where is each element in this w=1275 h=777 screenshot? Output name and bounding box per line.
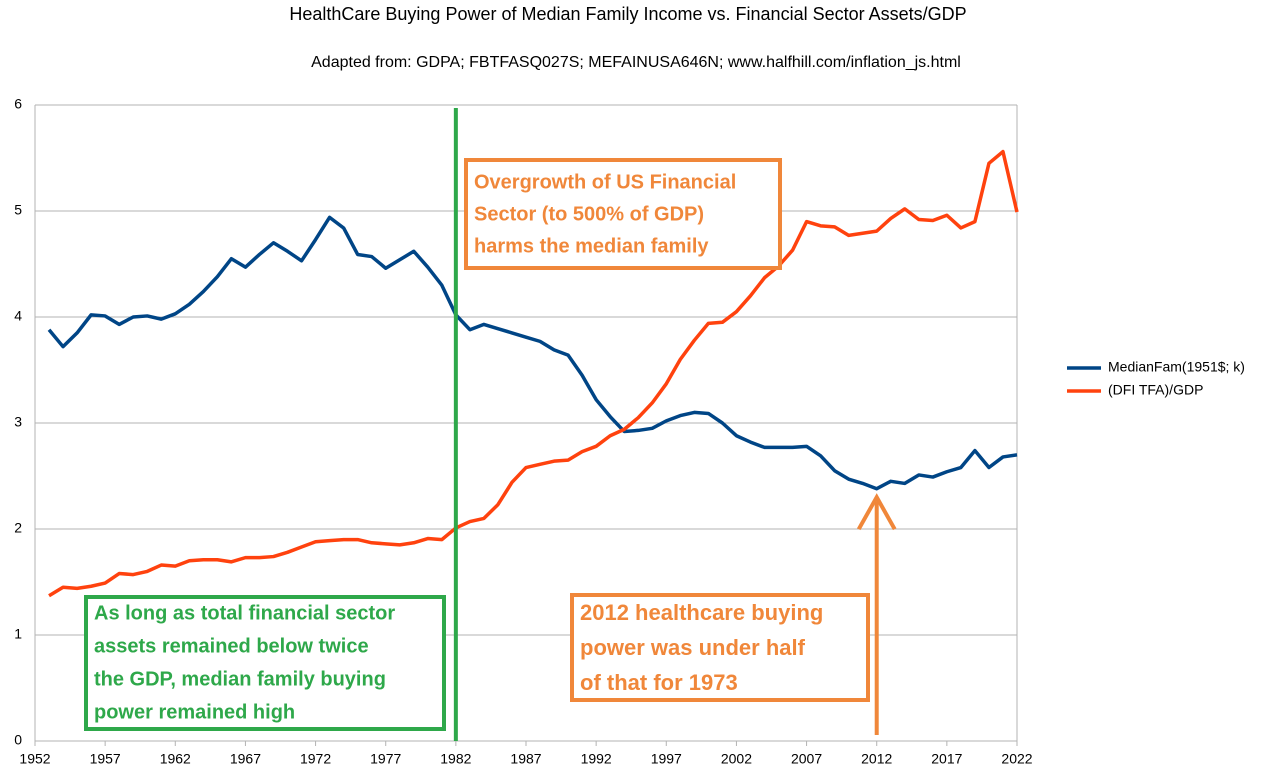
annotation-text: power remained high xyxy=(94,701,295,723)
y-tick-label: 6 xyxy=(14,96,22,112)
annotation-box xyxy=(84,595,446,731)
x-tick-label: 2017 xyxy=(931,751,962,767)
annotation-text: of that for 1973 xyxy=(580,670,738,695)
y-tick-label: 3 xyxy=(14,414,22,430)
y-tick-label: 2 xyxy=(14,520,22,536)
legend-label: (DFI TFA)/GDP xyxy=(1108,382,1203,398)
annotation-text: assets remained below twice xyxy=(94,635,369,657)
annotation-text: harms the median family xyxy=(474,235,709,257)
x-tick-label: 2002 xyxy=(721,751,752,767)
annotation-text: Overgrowth of US Financial xyxy=(474,171,736,193)
x-tick-label: 2007 xyxy=(791,751,822,767)
x-tick-label: 2012 xyxy=(861,751,892,767)
x-tick-label: 1987 xyxy=(510,751,541,767)
x-tick-label: 1982 xyxy=(440,751,471,767)
line-series xyxy=(47,215,1018,491)
annotation-box xyxy=(570,593,870,702)
x-tick-label: 1992 xyxy=(581,751,612,767)
x-tick-label: 2022 xyxy=(1001,751,1032,767)
annotation-box xyxy=(464,158,782,270)
chart-title: HealthCare Buying Power of Median Family… xyxy=(289,4,966,24)
line-series xyxy=(48,149,1019,598)
legend-label: MedianFam(1951$; k) xyxy=(1108,359,1245,375)
annotation-text: power was under half xyxy=(580,635,806,660)
x-tick-label: 1997 xyxy=(651,751,682,767)
chart-subtitle: Adapted from: GDPA; FBTFASQ027S; MEFAINU… xyxy=(311,54,961,71)
x-tick-label: 1957 xyxy=(90,751,121,767)
y-tick-label: 4 xyxy=(14,308,22,324)
y-tick-label: 0 xyxy=(14,732,22,748)
arrow-head xyxy=(856,493,897,531)
y-tick-label: 1 xyxy=(14,626,22,642)
annotation-text: Sector (to 500% of GDP) xyxy=(474,203,704,225)
x-tick-label: 1972 xyxy=(300,751,331,767)
x-tick-label: 1952 xyxy=(19,751,50,767)
annotation-text: As long as total financial sector xyxy=(94,602,395,624)
x-tick-label: 1977 xyxy=(370,751,401,767)
y-tick-label: 5 xyxy=(14,202,22,218)
x-tick-label: 1967 xyxy=(230,751,261,767)
annotation-text: 2012 healthcare buying xyxy=(580,600,823,625)
annotation-text: the GDP, median family buying xyxy=(94,668,386,690)
x-tick-label: 1962 xyxy=(160,751,191,767)
